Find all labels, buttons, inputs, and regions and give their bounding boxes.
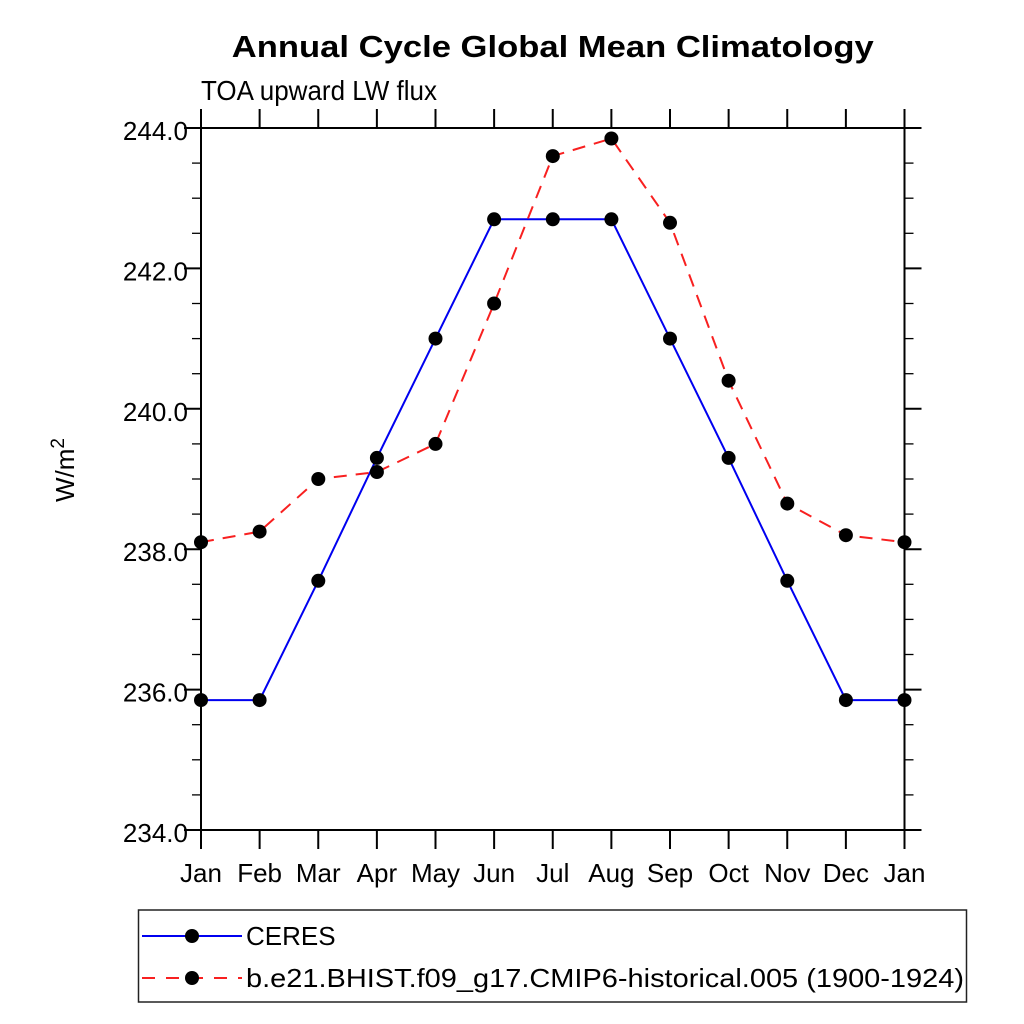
x-tick-label: May	[411, 858, 460, 888]
y-tick-label: 242.0	[123, 256, 188, 286]
data-point	[721, 373, 736, 388]
data-point	[194, 535, 208, 550]
y-tick-label: 236.0	[123, 678, 188, 708]
y-axis-label-superscript: 2	[48, 438, 69, 449]
y-axis-label-base: W/m	[50, 449, 80, 502]
x-tick-label: Jul	[536, 858, 569, 888]
data-point	[252, 524, 267, 539]
data-point	[780, 496, 795, 511]
axes-group: 234.0 236.0 238.0 240.0 242.0 244.0 Jan Feb Mar A…	[123, 109, 926, 888]
y-tick-label: 238.0	[123, 537, 188, 567]
x-tick-label: Sep	[647, 858, 693, 888]
data-point	[663, 331, 677, 346]
data-point	[252, 693, 267, 708]
data-point	[897, 693, 912, 708]
legend-label: CERES	[246, 921, 336, 951]
x-tick-label: Jan	[180, 858, 222, 888]
x-tick-label: Mar	[296, 858, 341, 888]
y-axis-label: W/m2	[48, 438, 80, 502]
legend-marker	[185, 929, 199, 943]
data-point	[428, 331, 443, 346]
data-point	[604, 131, 619, 146]
x-tick-label: Feb	[237, 858, 282, 888]
data-point	[311, 573, 326, 588]
legend-label: b.e21.BHIST.f09_g17.CMIP6-historical.005…	[246, 963, 964, 993]
data-point	[487, 296, 502, 311]
data-point	[663, 215, 677, 230]
x-tick-label: Aug	[588, 858, 634, 888]
x-tick-label: Apr	[357, 858, 398, 888]
x-tick-label: Jan	[884, 858, 926, 888]
y-tick-label: 244.0	[123, 116, 188, 146]
data-point	[838, 528, 853, 543]
x-tick-label: Dec	[823, 858, 869, 888]
data-point	[487, 212, 502, 227]
x-tick-label: Nov	[764, 858, 810, 888]
data-point	[897, 535, 912, 550]
data-point	[545, 212, 560, 227]
x-tick-label: Jun	[473, 858, 515, 888]
data-point	[369, 450, 384, 465]
legend-group: CERES b.e21.BHIST.f09_g17.CMIP6-historica…	[137, 909, 968, 1003]
data-point	[838, 693, 853, 708]
chart-subtitle: TOA upward LW flux	[201, 75, 437, 106]
data-point	[311, 472, 326, 486]
legend-marker	[185, 971, 199, 985]
data-point	[604, 212, 619, 227]
data-point	[721, 450, 736, 465]
data-point	[428, 436, 443, 451]
legend-box	[137, 909, 968, 1003]
series-line-ceres	[201, 218, 905, 702]
chart-title: Annual Cycle Global Mean Climatology	[232, 29, 875, 64]
data-point	[369, 465, 384, 479]
y-tick-label: 240.0	[123, 397, 188, 427]
data-point	[545, 149, 560, 164]
series-group	[194, 131, 912, 708]
y-tick-label: 234.0	[123, 818, 188, 848]
data-point	[780, 573, 795, 588]
x-tick-label: Oct	[708, 858, 749, 888]
series-line-model	[200, 137, 905, 544]
data-point	[194, 693, 208, 708]
plot-frame	[200, 127, 906, 831]
